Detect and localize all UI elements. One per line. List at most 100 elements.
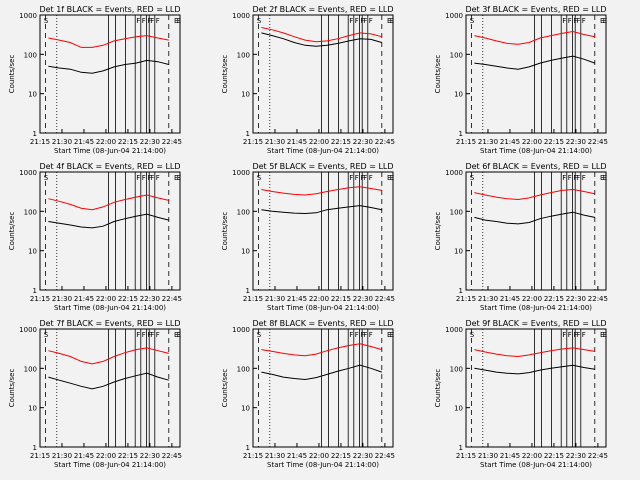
y-tick-label: 100 [450, 51, 463, 59]
event-marker: E [177, 331, 181, 339]
event-marker: F [562, 331, 566, 339]
x-tick-label: 22:15 [544, 452, 564, 460]
y-tick-label: 1000 [445, 169, 463, 177]
x-tick-label: 22:00 [309, 138, 329, 146]
chart-title: Det 6f BLACK = Events, RED = LLD [465, 162, 606, 171]
y-axis-label: Counts/sec [434, 212, 442, 251]
event-marker: F [363, 331, 367, 339]
y-tick-label: 1000 [19, 12, 37, 20]
x-tick-label: 21:30 [478, 452, 498, 460]
series-events-line [474, 211, 595, 225]
x-axis-label: Start Time (08-Jun-04 21:14:00) [480, 147, 592, 155]
event-marker: S [44, 331, 49, 339]
event-marker: F [355, 331, 359, 339]
y-tick-label: 1000 [19, 326, 37, 334]
y-tick-label: 10 [28, 91, 37, 99]
event-marker: F [576, 17, 580, 25]
event-marker: F [573, 174, 577, 182]
x-tick-label: 21:45 [74, 452, 94, 460]
x-tick-label: 21:15 [456, 452, 476, 460]
event-marker: F [136, 174, 140, 182]
event-marker: E [387, 174, 391, 182]
event-marker: F [568, 17, 572, 25]
x-axis-label: Start Time (08-Jun-04 21:14:00) [267, 461, 379, 469]
series-lld-line [474, 347, 595, 358]
x-axis-label: Start Time (08-Jun-04 21:14:00) [54, 304, 166, 312]
x-tick-label: 22:15 [544, 295, 564, 303]
event-marker: F [147, 17, 151, 25]
y-axis-label: Counts/sec [434, 55, 442, 94]
event-marker: F [355, 174, 359, 182]
x-tick-label: 22:30 [353, 452, 373, 460]
y-tick-label: 1 [246, 130, 250, 138]
y-tick-label: 1 [459, 444, 463, 452]
event-marker: F [582, 174, 586, 182]
series-lld-line [261, 186, 382, 196]
y-tick-label: 1000 [232, 326, 250, 334]
series-events-line [48, 213, 169, 229]
event-marker: F [576, 331, 580, 339]
y-tick-label: 10 [454, 405, 463, 413]
plot-frame [39, 328, 181, 448]
x-tick-label: 22:00 [522, 138, 542, 146]
x-tick-label: 22:15 [118, 138, 138, 146]
x-tick-label: 22:30 [140, 138, 160, 146]
event-marker: F [360, 174, 364, 182]
event-marker: F [142, 17, 146, 25]
y-tick-label: 100 [24, 365, 37, 373]
x-tick-label: 21:15 [30, 295, 50, 303]
x-tick-label: 21:45 [500, 295, 520, 303]
series-lld-line [48, 194, 169, 211]
y-tick-label: 1 [459, 287, 463, 295]
x-tick-label: 22:30 [140, 452, 160, 460]
event-marker: S [470, 17, 475, 25]
y-tick-label: 1 [246, 444, 250, 452]
event-marker: F [573, 17, 577, 25]
series-events-line [261, 205, 382, 215]
event-marker: E [603, 17, 607, 25]
y-axis-label: Counts/sec [8, 212, 16, 251]
chart-panel-3: Det 3f BLACK = Events, RED = LLD Counts/s… [434, 5, 608, 155]
event-marker: F [363, 17, 367, 25]
chart-title: Det 7f BLACK = Events, RED = LLD [39, 319, 180, 328]
x-tick-label: 21:30 [52, 138, 72, 146]
event-marker: F [582, 331, 586, 339]
event-marker: F [349, 331, 353, 339]
chart-panel-5: Det 5f BLACK = Events, RED = LLD Counts/s… [221, 162, 395, 312]
y-axis-label: Counts/sec [434, 369, 442, 408]
event-marker: F [156, 17, 160, 25]
y-tick-label: 100 [237, 51, 250, 59]
x-tick-label: 21:45 [500, 138, 520, 146]
y-axis-label: Counts/sec [221, 369, 229, 408]
event-marker: F [136, 17, 140, 25]
y-tick-label: 1000 [445, 326, 463, 334]
event-marker: F [568, 174, 572, 182]
series-lld-line [48, 35, 169, 48]
event-marker: S [44, 17, 49, 25]
x-axis-label: Start Time (08-Jun-04 21:14:00) [267, 304, 379, 312]
event-marker: F [150, 174, 154, 182]
event-marker: E [600, 17, 604, 25]
event-marker: S [257, 331, 262, 339]
event-marker: S [257, 174, 262, 182]
chart-panel-9: Det 9f BLACK = Events, RED = LLD Counts/s… [434, 319, 608, 469]
x-tick-label: 22:30 [566, 138, 586, 146]
y-tick-label: 1000 [232, 12, 250, 20]
x-axis-label: Start Time (08-Jun-04 21:14:00) [54, 461, 166, 469]
x-tick-label: 21:15 [456, 295, 476, 303]
x-tick-label: 22:45 [162, 138, 182, 146]
x-tick-label: 22:45 [162, 295, 182, 303]
event-marker: F [156, 331, 160, 339]
chart-title: Det 1f BLACK = Events, RED = LLD [39, 5, 180, 14]
x-tick-label: 22:00 [96, 138, 116, 146]
event-marker: F [360, 17, 364, 25]
event-marker: F [150, 17, 154, 25]
y-tick-label: 10 [241, 248, 250, 256]
x-tick-label: 21:45 [500, 452, 520, 460]
event-marker: F [349, 174, 353, 182]
x-tick-label: 22:45 [375, 138, 395, 146]
event-marker: E [600, 331, 604, 339]
event-marker: E [174, 17, 178, 25]
x-tick-label: 21:15 [456, 138, 476, 146]
